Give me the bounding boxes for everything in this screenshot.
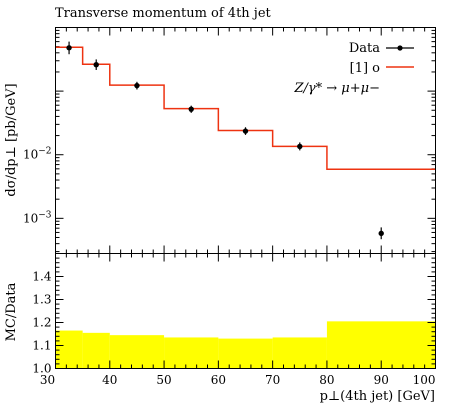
main-ylabel: dσ/dp⊥ [pb/GeV] [4,83,19,196]
legend: Data [1] o Z/γ* → μ+μ− [293,41,414,96]
ratio-band [55,321,436,369]
chart-title: Transverse momentum of 4th jet [55,6,272,21]
xtick-label-3: 60 [211,373,226,387]
ratio-band-bin-3 [164,337,219,369]
legend-process-label: Z/γ* → μ+μ− [293,81,380,96]
ratio-panel-frame [55,253,436,369]
xtick-label-7: 100 [413,373,436,387]
data-point-1 [93,59,99,70]
ratio-band-bin-5 [272,337,327,369]
main-ytick-label-1: 10−3 [23,210,52,225]
xtick-label-1: 40 [102,373,117,387]
ratio-ytick-label-3: 1.3 [32,293,51,307]
ratio-band-bin-4 [218,338,273,369]
data-point-marker [134,82,140,89]
ratio-ytick-label-0: 1.0 [32,362,51,376]
ratio-ylabel: MC/Data [4,282,19,341]
data-point-3 [188,105,194,113]
legend-data-marker [397,45,403,51]
xtick-label-2: 50 [156,373,171,387]
data-point-marker [66,45,72,51]
main-ytick-label-0: 10−2 [23,147,52,162]
xtick-label-6: 90 [374,373,389,387]
ratio-band-bin-2 [109,335,165,369]
legend-mc-label: [1] o [350,61,381,76]
ratio-ytick-label-1: 1.1 [32,339,51,353]
data-point-marker [242,128,249,134]
data-point-marker [378,230,384,237]
data-point-2 [134,81,140,90]
xtick-label-5: 80 [319,373,334,387]
data-point-marker [93,62,99,68]
ratio-ytick-label-4: 1.4 [32,270,51,284]
data-point-marker [297,143,303,150]
ratio-band-bin-1 [82,332,110,369]
legend-data-label: Data [349,41,380,56]
data-point-6 [378,227,384,240]
data-points [66,41,384,240]
x-axis-label: p⊥(4th jet) [GeV] [320,389,435,404]
data-point-4 [242,127,249,135]
xtick-label-4: 70 [265,373,280,387]
xtick-label-0: 30 [40,373,55,387]
data-point-0 [66,41,72,55]
ratio-ticks: 1.0 1.1 1.2 1.3 1.4 30 40 50 60 70 80 90 100 [32,253,436,387]
data-point-5 [297,142,303,151]
ratio-band-bin-0 [55,330,83,369]
ratio-ytick-label-2: 1.2 [32,316,51,330]
data-point-marker [188,106,194,112]
